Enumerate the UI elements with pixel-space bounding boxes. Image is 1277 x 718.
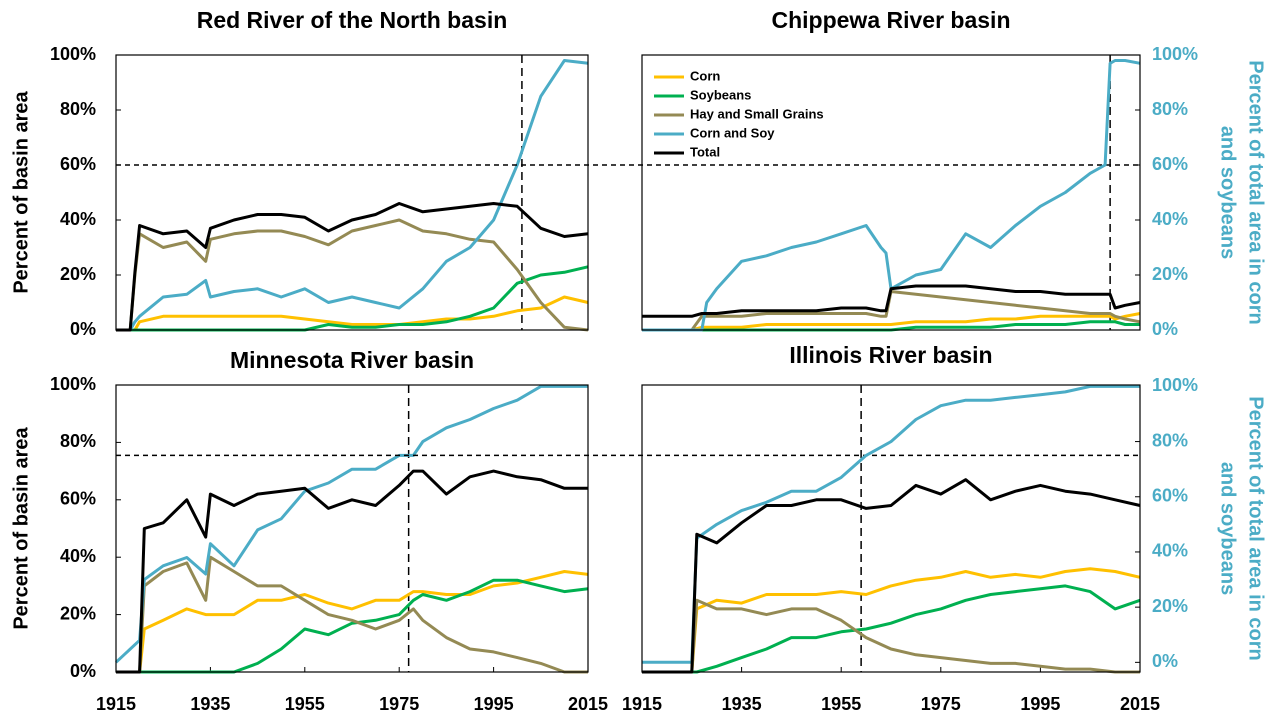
y2-tick-label: 20% xyxy=(1152,264,1188,284)
y-tick-label: 40% xyxy=(60,546,96,566)
x-tick-label: 1975 xyxy=(921,694,961,714)
x-tick-label: 1915 xyxy=(96,694,136,714)
plot-frame xyxy=(115,384,589,673)
y2-axis-label: Percent of total area in corn xyxy=(1245,60,1267,325)
y2-tick-label: 20% xyxy=(1152,596,1188,616)
y-tick-label: 60% xyxy=(60,489,96,509)
y-axis-label: Percent of basin area xyxy=(10,426,32,629)
y2-tick-label: 80% xyxy=(1152,430,1188,450)
x-tick-label: 1995 xyxy=(1020,694,1060,714)
y-tick-label: 80% xyxy=(60,99,96,119)
series-line xyxy=(642,312,1141,332)
series-line xyxy=(642,567,1141,674)
y2-tick-label: 60% xyxy=(1152,154,1188,174)
panel-title: Minnesota River basin xyxy=(230,347,474,373)
y2-axis-label: and soybeans xyxy=(1217,126,1239,259)
y2-tick-label: 0% xyxy=(1152,319,1178,339)
x-tick-label: 1955 xyxy=(821,694,861,714)
series-line xyxy=(116,295,589,332)
legend-label: Total xyxy=(690,144,720,159)
series-line xyxy=(642,584,1141,674)
series-line xyxy=(642,598,1140,674)
y-tick-label: 0% xyxy=(70,661,96,681)
y2-tick-label: 40% xyxy=(1152,209,1188,229)
y-tick-label: 60% xyxy=(60,154,96,174)
legend-label: Corn xyxy=(690,68,720,83)
plot-frame xyxy=(115,54,589,331)
y2-tick-label: 60% xyxy=(1152,486,1188,506)
series-line xyxy=(116,570,589,674)
x-tick-label: 1935 xyxy=(722,694,762,714)
x-tick-label: 1955 xyxy=(285,694,325,714)
series-line xyxy=(116,469,588,674)
y2-tick-label: 80% xyxy=(1152,99,1188,119)
x-tick-label: 1915 xyxy=(622,694,662,714)
y-tick-label: 40% xyxy=(60,209,96,229)
y2-tick-label: 100% xyxy=(1152,44,1198,64)
series-line xyxy=(116,218,589,332)
y-tick-label: 20% xyxy=(60,264,96,284)
y-tick-label: 100% xyxy=(50,374,96,394)
series-line xyxy=(642,478,1141,674)
x-tick-label: 2015 xyxy=(568,694,608,714)
x-tick-label: 1975 xyxy=(379,694,419,714)
series-line xyxy=(116,555,588,674)
y2-tick-label: 100% xyxy=(1152,375,1198,395)
legend-label: Hay and Small Grains xyxy=(690,106,824,121)
panel-title: Red River of the North basin xyxy=(197,7,508,33)
plot-frame xyxy=(641,54,1141,331)
panel-title: Chippewa River basin xyxy=(771,7,1010,33)
legend-label: Soybeans xyxy=(690,87,751,102)
series-line xyxy=(642,284,1141,318)
series-line xyxy=(642,59,1141,332)
y-tick-label: 0% xyxy=(70,319,96,339)
y-tick-label: 80% xyxy=(60,431,96,451)
x-tick-label: 1995 xyxy=(474,694,514,714)
series-line xyxy=(642,384,1140,664)
y2-axis-label: Percent of total area in corn xyxy=(1245,396,1267,661)
series-line xyxy=(116,59,589,332)
x-tick-label: 1935 xyxy=(190,694,230,714)
y2-tick-label: 40% xyxy=(1152,541,1188,561)
y2-tick-label: 0% xyxy=(1152,651,1178,671)
plot-frame xyxy=(641,384,1141,673)
panel-title: Illinois River basin xyxy=(789,342,992,368)
series-line xyxy=(116,202,589,332)
legend-label: Corn and Soy xyxy=(690,125,775,140)
series-line xyxy=(114,384,588,664)
y-tick-label: 20% xyxy=(60,603,96,623)
y-axis-label: Percent of basin area xyxy=(10,90,32,293)
y-tick-label: 100% xyxy=(50,44,96,64)
y2-axis-label: and soybeans xyxy=(1217,462,1239,595)
x-tick-label: 2015 xyxy=(1120,694,1160,714)
